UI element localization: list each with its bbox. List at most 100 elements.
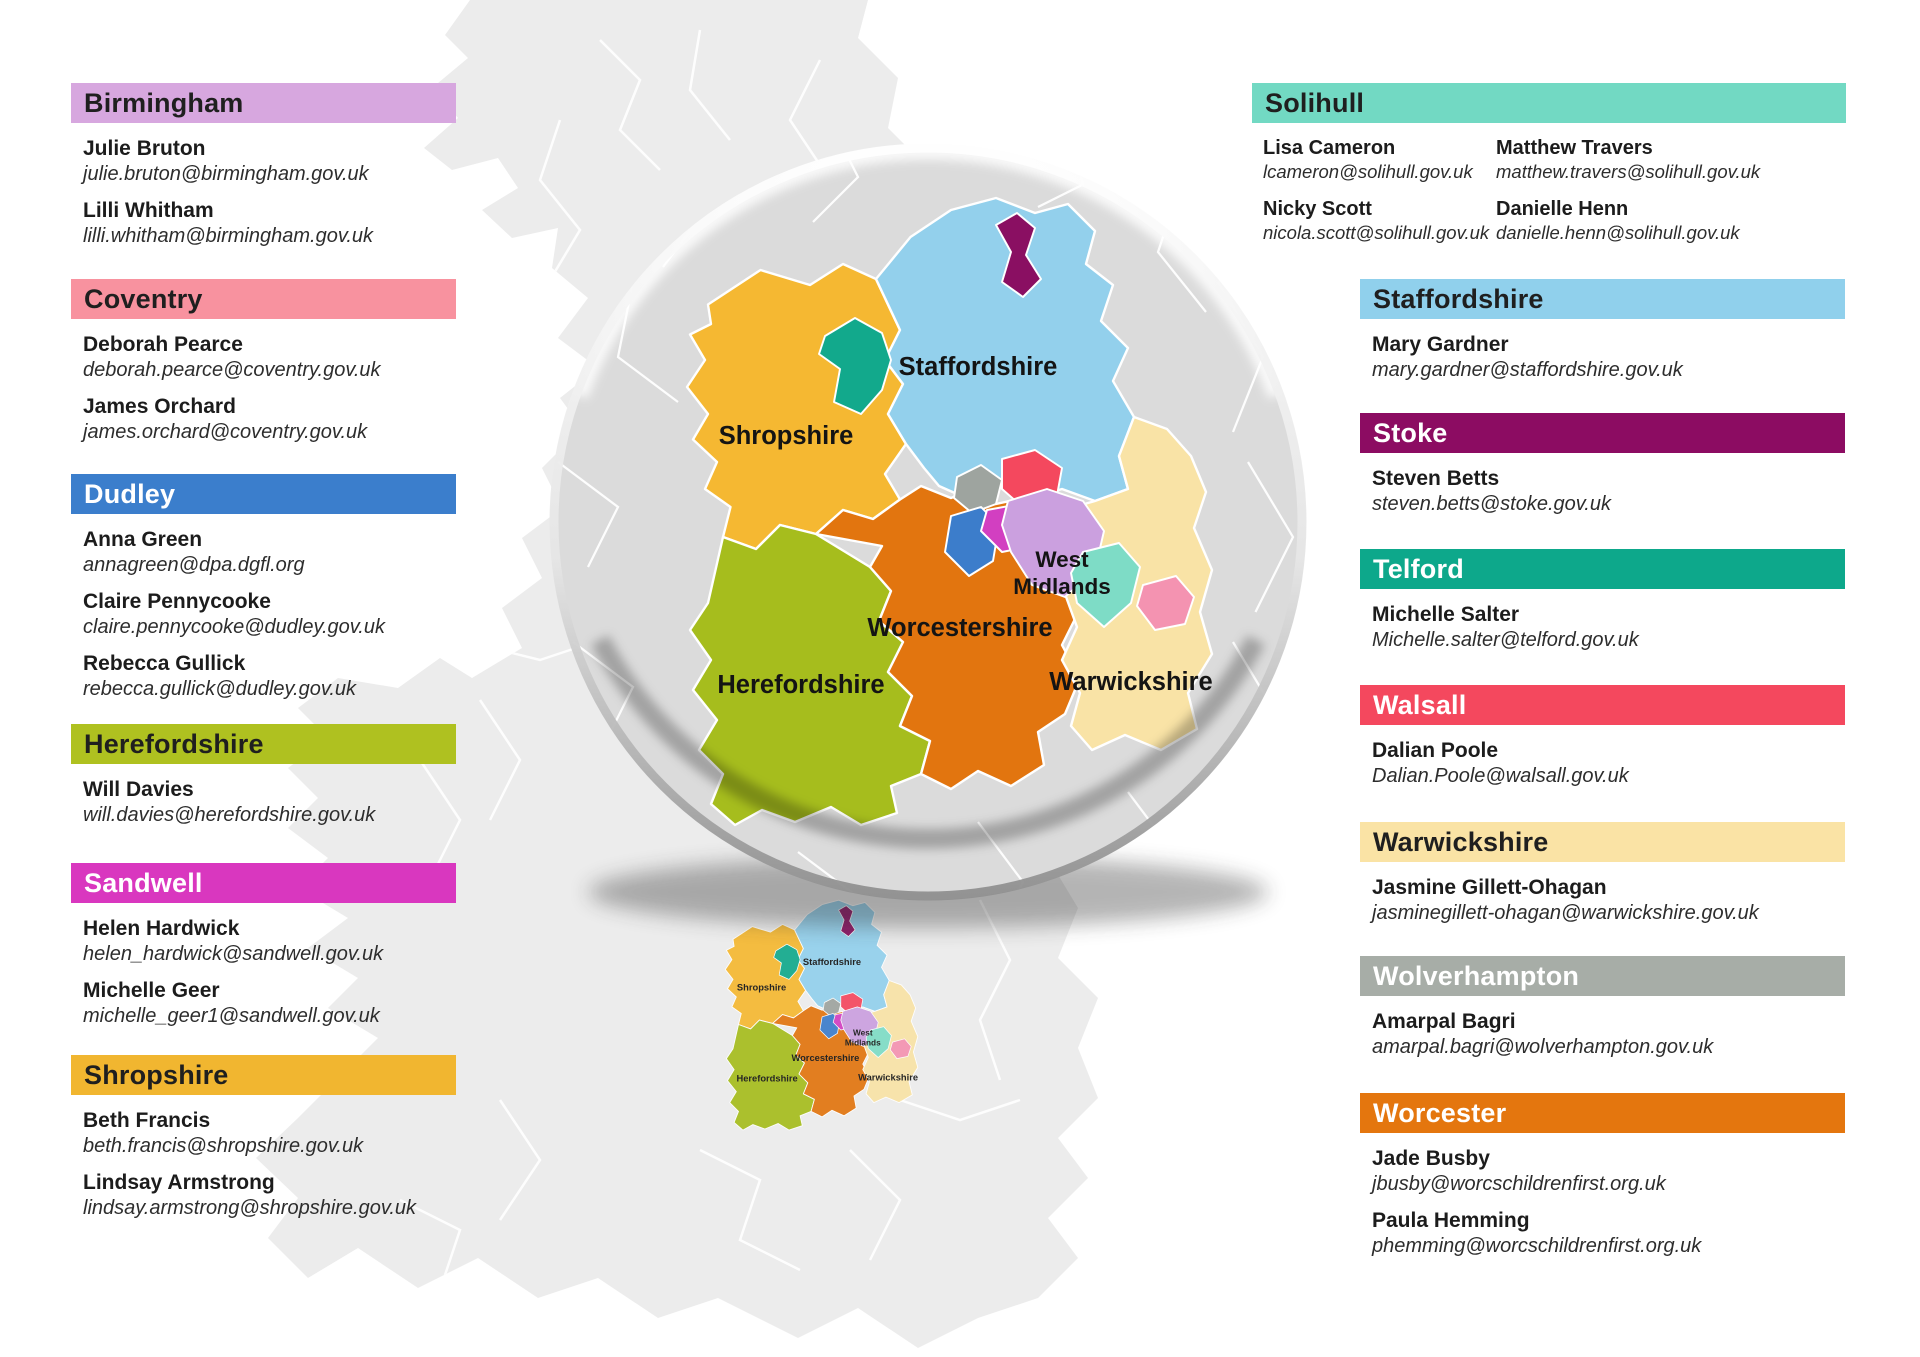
contact-email: amarpal.bagri@wolverhampton.gov.uk <box>1372 1036 1714 1058</box>
contact-email: Michelle.salter@telford.gov.uk <box>1372 629 1639 651</box>
region-card-coventry: Coventry Deborah Pearce deborah.pearce@c… <box>71 279 456 445</box>
region-card-walsall: Walsall Dalian Poole Dalian.Poole@walsal… <box>1360 685 1845 789</box>
region-card-sandwell: Sandwell Helen Hardwick helen_hardwick@s… <box>71 863 456 1029</box>
contact-email: nicola.scott@solihull.gov.uk <box>1263 222 1490 243</box>
contact-email: jbusby@worcschildrenfirst.org.uk <box>1372 1173 1666 1195</box>
region-card-solihull: Solihull Lisa Cameron lcameron@solihull.… <box>1252 83 1846 245</box>
region-title: Dudley <box>84 478 176 509</box>
contact: Michelle Salter Michelle.salter@telford.… <box>1372 602 1845 653</box>
contact-email: jasminegillett-ohagan@warwickshire.gov.u… <box>1372 902 1759 924</box>
region-header-warwickshire: Warwickshire <box>1360 822 1845 862</box>
region-header-telford: Telford <box>1360 549 1845 589</box>
region-header-shropshire: Shropshire <box>71 1055 456 1095</box>
contact: Julie Bruton julie.bruton@birmingham.gov… <box>83 136 456 187</box>
contact: Lindsay Armstrong lindsay.armstrong@shro… <box>83 1170 456 1221</box>
contact-name: Beth Francis <box>83 1109 211 1132</box>
contact: Nicky Scott nicola.scott@solihull.gov.uk <box>1263 197 1490 245</box>
region-header-staffordshire: Staffordshire <box>1360 279 1845 319</box>
contact-name: Lilli Whitham <box>83 199 214 222</box>
contact: Jade Busby jbusby@worcschildrenfirst.org… <box>1372 1146 1845 1197</box>
region-title: Sandwell <box>84 867 203 898</box>
contact: Danielle Henn danielle.henn@solihull.gov… <box>1496 197 1846 245</box>
region-card-stoke: Stoke Steven Betts steven.betts@stoke.go… <box>1360 413 1845 517</box>
contact: Dalian Poole Dalian.Poole@walsall.gov.uk <box>1372 738 1845 789</box>
region-card-telford: Telford Michelle Salter Michelle.salter@… <box>1360 549 1845 653</box>
region-title: Worcester <box>1373 1097 1507 1128</box>
region-title: Shropshire <box>84 1059 229 1090</box>
contact: Mary Gardner mary.gardner@staffordshire.… <box>1372 332 1845 383</box>
contact: James Orchard james.orchard@coventry.gov… <box>83 394 456 445</box>
region-header-stoke: Stoke <box>1360 413 1845 453</box>
contact: Deborah Pearce deborah.pearce@coventry.g… <box>83 332 456 383</box>
contact: Lisa Cameron lcameron@solihull.gov.uk <box>1263 136 1486 184</box>
contact: Claire Pennycooke claire.pennycooke@dudl… <box>83 589 456 640</box>
contact: Michelle Geer michelle_geer1@sandwell.go… <box>83 978 456 1029</box>
region-header-sandwell: Sandwell <box>71 863 456 903</box>
contact-name: Michelle Geer <box>83 979 220 1002</box>
region-card-dudley: Dudley Anna Green annagreen@dpa.dgfl.org… <box>71 474 456 702</box>
region-header-dudley: Dudley <box>71 474 456 514</box>
contact-email: steven.betts@stoke.gov.uk <box>1372 493 1611 515</box>
region-card-warwickshire: Warwickshire Jasmine Gillett-Ohagan jasm… <box>1360 822 1845 926</box>
region-card-wolverhampton: Wolverhampton Amarpal Bagri amarpal.bagr… <box>1360 956 1845 1060</box>
contact-name: Paula Hemming <box>1372 1209 1530 1232</box>
region-title: Warwickshire <box>1373 826 1549 857</box>
region-title: Staffordshire <box>1373 283 1544 314</box>
contact-name: James Orchard <box>83 395 236 418</box>
contact: Jasmine Gillett-Ohagan jasminegillett-oh… <box>1372 875 1845 926</box>
contact-name: Claire Pennycooke <box>83 590 271 613</box>
contact-name: Anna Green <box>83 528 203 551</box>
contact-name: Helen Hardwick <box>83 917 240 940</box>
contact-name: Lindsay Armstrong <box>83 1171 275 1194</box>
contact-name: Jade Busby <box>1372 1147 1490 1170</box>
region-header-wolverhampton: Wolverhampton <box>1360 956 1845 996</box>
contact-name: Nicky Scott <box>1263 198 1372 220</box>
contact-email: claire.pennycooke@dudley.gov.uk <box>83 616 385 638</box>
contact-email: annagreen@dpa.dgfl.org <box>83 554 305 576</box>
contact-email: james.orchard@coventry.gov.uk <box>83 421 368 443</box>
contact: Rebecca Gullick rebecca.gullick@dudley.g… <box>83 651 456 702</box>
region-title: Walsall <box>1373 689 1467 720</box>
contact-name: Michelle Salter <box>1372 603 1520 626</box>
contact: Helen Hardwick helen_hardwick@sandwell.g… <box>83 916 456 967</box>
contact-name: Danielle Henn <box>1496 198 1629 220</box>
region-card-shropshire: Shropshire Beth Francis beth.francis@shr… <box>71 1055 456 1221</box>
magnifier-rim <box>549 143 1307 901</box>
region-title: Coventry <box>84 283 203 314</box>
contact: Steven Betts steven.betts@stoke.gov.uk <box>1372 466 1845 517</box>
region-header-solihull: Solihull <box>1252 83 1846 123</box>
region-header-worcester: Worcester <box>1360 1093 1845 1133</box>
region-card-herefordshire: Herefordshire Will Davies will.davies@he… <box>71 724 456 828</box>
contact-email: lcameron@solihull.gov.uk <box>1263 161 1473 182</box>
contact: Anna Green annagreen@dpa.dgfl.org <box>83 527 456 578</box>
contact-email: phemming@worcschildrenfirst.org.uk <box>1372 1235 1702 1257</box>
magnifier-inner-shadow <box>591 635 1265 849</box>
contact: Matthew Travers matthew.travers@solihull… <box>1496 136 1846 184</box>
contact-email: helen_hardwick@sandwell.gov.uk <box>83 943 384 965</box>
region-header-herefordshire: Herefordshire <box>71 724 456 764</box>
contact-name: Julie Bruton <box>83 137 206 160</box>
contact-name: Will Davies <box>83 778 194 801</box>
contact-name: Dalian Poole <box>1372 739 1499 762</box>
region-title: Telford <box>1373 553 1464 584</box>
contact-email: matthew.travers@solihull.gov.uk <box>1496 161 1761 182</box>
region-card-worcester: Worcester Jade Busby jbusby@worcschildre… <box>1360 1093 1845 1259</box>
region-header-walsall: Walsall <box>1360 685 1845 725</box>
contact-email: lindsay.armstrong@shropshire.gov.uk <box>83 1197 417 1219</box>
contact-name: Matthew Travers <box>1496 137 1653 159</box>
region-title: Stoke <box>1373 417 1448 448</box>
contact-name: Jasmine Gillett-Ohagan <box>1372 876 1607 899</box>
region-header-birmingham: Birmingham <box>71 83 456 123</box>
contact-email: will.davies@herefordshire.gov.uk <box>83 804 376 826</box>
contact-name: Rebecca Gullick <box>83 652 246 675</box>
contact: Beth Francis beth.francis@shropshire.gov… <box>83 1108 456 1159</box>
region-title: Herefordshire <box>84 728 264 759</box>
contact-name: Lisa Cameron <box>1263 137 1396 159</box>
contact-email: danielle.henn@solihull.gov.uk <box>1496 222 1740 243</box>
contact-name: Steven Betts <box>1372 467 1500 490</box>
contact: Paula Hemming phemming@worcschildrenfirs… <box>1372 1208 1845 1259</box>
contact-email: rebecca.gullick@dudley.gov.uk <box>83 678 357 700</box>
contact-email: mary.gardner@staffordshire.gov.uk <box>1372 359 1683 381</box>
